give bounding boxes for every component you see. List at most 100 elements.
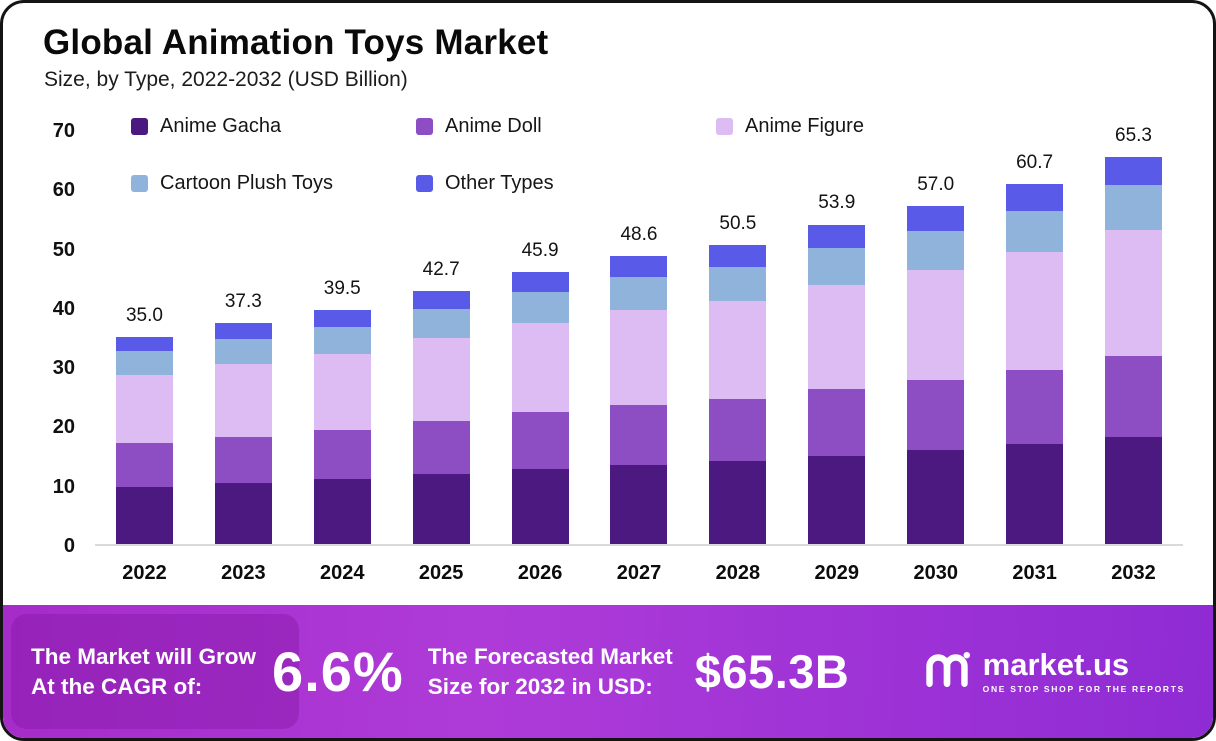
x-axis-label: 2030 bbox=[913, 562, 958, 584]
y-axis-tick-label: 50 bbox=[52, 238, 75, 261]
bar-segment-other-types bbox=[709, 244, 767, 267]
y-axis-tick-label: 10 bbox=[52, 475, 75, 498]
bar-segment-anime-gacha bbox=[412, 474, 470, 544]
bar-segment-cartoon-plush-toys bbox=[115, 351, 173, 376]
x-axis-label: 2028 bbox=[715, 562, 761, 584]
bar-segment-cartoon-plush-toys bbox=[907, 231, 965, 270]
bar-segment-other-types bbox=[115, 336, 173, 352]
marketus-logo-text: market.us ONE STOP SHOP FOR THE REPORTS bbox=[983, 649, 1185, 694]
bar-total-label: 37.3 bbox=[224, 290, 262, 312]
bar-total-label: 50.5 bbox=[719, 212, 757, 234]
chart-legend: Anime Gacha Anime Doll Anime Figure Cartoon… bbox=[131, 115, 864, 229]
bar-segment-anime-gacha bbox=[808, 455, 866, 544]
bar-group-2026: 45.9 2026 bbox=[491, 131, 590, 584]
x-axis-label: 2029 bbox=[814, 562, 860, 584]
bar-group-2024: 39.5 2024 bbox=[293, 131, 392, 584]
bar-segment-other-types bbox=[313, 309, 371, 328]
bar-segment-anime-doll bbox=[709, 398, 767, 461]
bar-segment-anime-gacha bbox=[709, 461, 767, 544]
x-axis-label: 2031 bbox=[1012, 562, 1057, 584]
legend-label: Anime Doll bbox=[445, 115, 542, 137]
bar-segment-anime-figure bbox=[511, 322, 569, 412]
bar-segment-other-types bbox=[1105, 156, 1163, 186]
bar-segment-anime-figure bbox=[412, 338, 470, 422]
y-axis-tick-label: 40 bbox=[52, 297, 75, 320]
marketus-logo-icon bbox=[924, 649, 970, 694]
bar-total-label: 48.6 bbox=[620, 223, 658, 245]
x-axis-label: 2025 bbox=[418, 562, 464, 584]
bar-segment-anime-doll bbox=[907, 379, 965, 451]
bar-segment-anime-doll bbox=[610, 404, 668, 465]
bar-segment-cartoon-plush-toys bbox=[610, 277, 668, 311]
bar-group-2022: 35.0 2022 bbox=[95, 131, 194, 584]
bar-segment-cartoon-plush-toys bbox=[511, 292, 569, 323]
x-axis-label: 2032 bbox=[1111, 562, 1156, 584]
logo-tagline: ONE STOP SHOP FOR THE REPORTS bbox=[982, 684, 1185, 694]
forecast-value: $65.3B bbox=[694, 645, 850, 698]
bar-stack bbox=[313, 309, 371, 544]
bar-segment-other-types bbox=[1006, 184, 1064, 211]
bar-stack bbox=[511, 271, 569, 544]
legend-swatch bbox=[716, 118, 733, 135]
x-axis-label: 2023 bbox=[221, 562, 266, 584]
bar-segment-anime-gacha bbox=[1105, 436, 1163, 544]
marketus-logo: market.us ONE STOP SHOP FOR THE REPORTS bbox=[924, 649, 1185, 694]
bar-segment-anime-figure bbox=[610, 310, 668, 405]
bar-segment-anime-gacha bbox=[907, 450, 965, 544]
bar-stack bbox=[115, 336, 173, 544]
bar-total-label: 39.5 bbox=[323, 277, 361, 299]
x-axis-label: 2024 bbox=[320, 562, 365, 584]
bar-segment-anime-gacha bbox=[610, 464, 668, 544]
page-subtitle: Size, by Type, 2022-2032 (USD Billion) bbox=[44, 68, 408, 91]
bar-stack bbox=[610, 255, 668, 544]
y-axis-tick-label: 70 bbox=[52, 120, 75, 142]
bar-group-2032: 65.3 2032 bbox=[1084, 125, 1183, 584]
bar-total-label: 35.0 bbox=[125, 304, 163, 326]
legend-label: Anime Figure bbox=[745, 115, 864, 137]
bar-segment-cartoon-plush-toys bbox=[1006, 210, 1064, 253]
bar-group-2029: 53.9 2029 bbox=[787, 131, 886, 584]
legend-label: Other Types bbox=[445, 172, 554, 194]
legend-swatch bbox=[416, 175, 433, 192]
bar-segment-cartoon-plush-toys bbox=[412, 309, 470, 339]
bar-segment-anime-gacha bbox=[214, 482, 272, 544]
legend-swatch bbox=[131, 118, 148, 135]
legend-item-anime-doll: Anime Doll bbox=[416, 115, 716, 138]
stacked-bar-chart: 35.0 2022 37.3 2023 39.5 2024 42.7 2025 45.9 2026… bbox=[37, 120, 1183, 601]
page-title: Global Animation Toys Market bbox=[43, 23, 549, 62]
bar-group-2025: 42.7 2025 bbox=[392, 131, 491, 584]
legend-item-anime-figure: Anime Figure bbox=[716, 115, 864, 138]
legend-label: Cartoon Plush Toys bbox=[160, 172, 334, 194]
bar-segment-anime-figure bbox=[907, 269, 965, 380]
bar-group-2023: 37.3 2023 bbox=[194, 131, 293, 584]
footer-banner: The Market will Grow At the CAGR of: 6.6… bbox=[3, 605, 1213, 738]
legend-swatch bbox=[416, 118, 433, 135]
bar-segment-anime-figure bbox=[1006, 252, 1064, 370]
bar-segment-cartoon-plush-toys bbox=[709, 266, 767, 301]
legend-swatch bbox=[131, 175, 148, 192]
y-axis-tick-label: 0 bbox=[63, 535, 75, 557]
y-axis-tick-label: 20 bbox=[52, 416, 75, 439]
bar-segment-anime-figure bbox=[808, 284, 866, 390]
bar-segment-anime-figure bbox=[313, 353, 371, 431]
bar-segment-cartoon-plush-toys bbox=[808, 248, 866, 285]
bar-segment-anime-doll bbox=[214, 436, 272, 483]
bar-segment-other-types bbox=[511, 271, 569, 293]
plot-area: 35.0 2022 37.3 2023 39.5 2024 42.7 2025 45.9 2026… bbox=[95, 125, 1183, 584]
bar-segment-other-types bbox=[214, 322, 272, 339]
bar-group-2030: 57.0 2030 bbox=[886, 131, 985, 584]
bar-group-2031: 60.7 2031 bbox=[985, 131, 1084, 584]
bar-segment-anime-gacha bbox=[1006, 444, 1064, 544]
forecast-label: The Forecasted Market Size for 2032 in U… bbox=[427, 644, 673, 699]
bar-segment-anime-doll bbox=[1006, 369, 1064, 445]
bar-segment-anime-doll bbox=[115, 443, 173, 487]
bar-segment-anime-gacha bbox=[115, 486, 173, 544]
bar-stack bbox=[412, 290, 470, 544]
bar-segment-anime-doll bbox=[412, 421, 470, 475]
cagr-label: The Market will Grow At the CAGR of: bbox=[31, 644, 257, 699]
bar-stack bbox=[808, 224, 866, 544]
bar-segment-anime-gacha bbox=[313, 479, 371, 544]
bar-segment-other-types bbox=[610, 255, 668, 278]
bar-segment-anime-doll bbox=[808, 389, 866, 456]
